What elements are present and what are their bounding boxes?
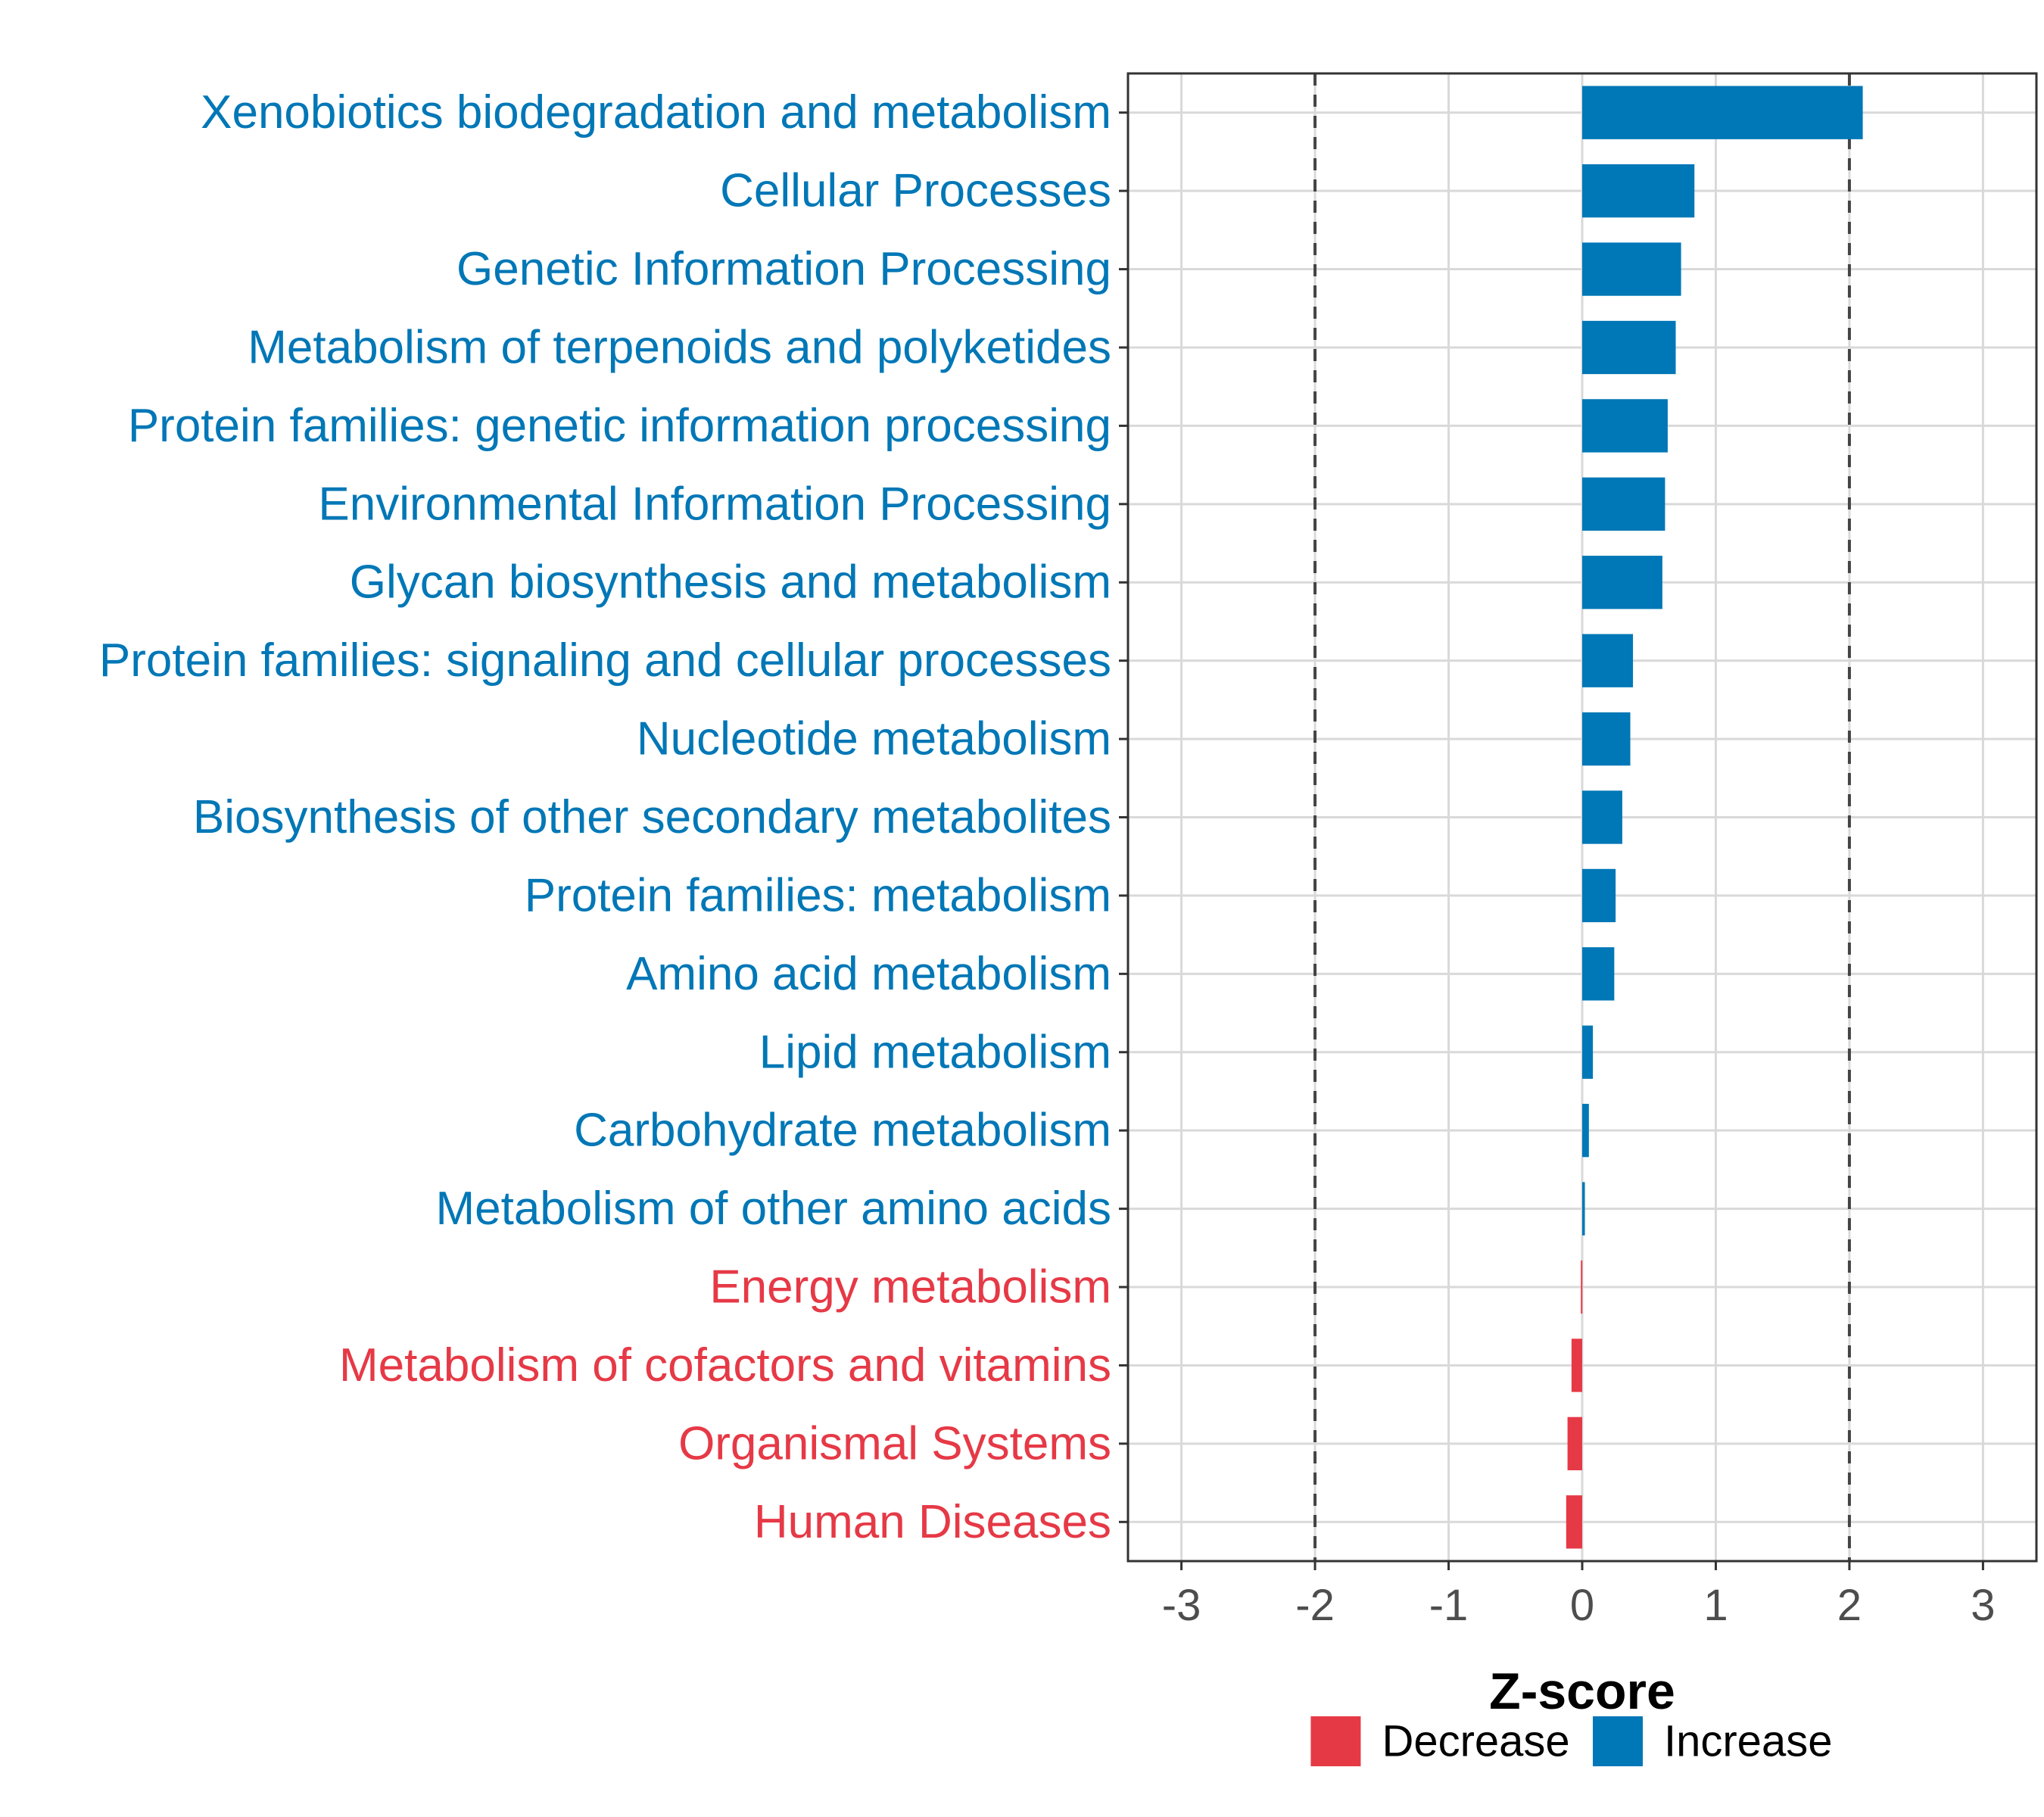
bar [1581, 1260, 1583, 1314]
category-label: Organismal Systems [678, 1417, 1111, 1469]
category-label: Protein families: genetic information pr… [128, 400, 1111, 452]
bar [1582, 634, 1634, 687]
legend-label: Decrease [1382, 1717, 1569, 1766]
bar [1582, 477, 1665, 531]
category-label: Xenobiotics biodegradation and metabolis… [201, 86, 1111, 139]
bar [1567, 1417, 1582, 1471]
legend: Decrease Increase [1310, 1716, 1832, 1766]
bar [1582, 947, 1615, 1001]
category-label: Amino acid metabolism [626, 948, 1111, 1000]
category-label: Metabolism of other amino acids [435, 1183, 1111, 1235]
x-tick-label: -3 [1162, 1581, 1201, 1630]
bar [1582, 1025, 1594, 1079]
bar [1582, 164, 1695, 218]
category-label: Metabolism of cofactors and vitamins [339, 1339, 1111, 1392]
x-tick-label: 0 [1570, 1581, 1594, 1630]
x-axis-ticks [1180, 1561, 1984, 1570]
category-label: Human Diseases [754, 1496, 1111, 1548]
reference-lines [1313, 73, 1851, 1561]
bar [1582, 242, 1681, 296]
legend-key [1593, 1716, 1643, 1766]
bar [1582, 712, 1631, 766]
x-axis-title: Z-score [1489, 1663, 1675, 1720]
bar [1582, 399, 1668, 453]
y-axis-labels: Xenobiotics biodegradation and metabolis… [99, 86, 1111, 1548]
bars [1566, 86, 1863, 1549]
bar [1571, 1339, 1582, 1392]
bar [1582, 1182, 1585, 1236]
bar [1582, 320, 1676, 375]
category-label: Glycan biosynthesis and metabolism [350, 556, 1111, 609]
category-label: Energy metabolism [709, 1261, 1111, 1314]
category-label: Metabolism of terpenoids and polyketides [248, 321, 1111, 373]
category-label: Genetic Information Processing [456, 243, 1111, 295]
x-tick-label: -2 [1295, 1581, 1335, 1630]
bar [1582, 86, 1863, 139]
x-tick-label: -1 [1429, 1581, 1469, 1630]
bar [1582, 1104, 1589, 1158]
category-label: Cellular Processes [720, 165, 1111, 217]
category-label: Carbohydrate metabolism [574, 1105, 1111, 1157]
category-label: Environmental Information Processing [318, 478, 1111, 530]
bar [1582, 868, 1616, 923]
x-tick-label: 3 [1971, 1581, 1995, 1630]
category-label: Protein families: signaling and cellular… [99, 634, 1111, 687]
category-label: Biosynthesis of other secondary metaboli… [193, 791, 1111, 843]
legend-key [1310, 1716, 1361, 1766]
bar [1582, 790, 1622, 844]
x-tick-label: 1 [1703, 1581, 1728, 1630]
x-axis-labels: -3 -2 -1 0 1 2 3 [1162, 1581, 1996, 1630]
category-label: Lipid metabolism [759, 1026, 1111, 1078]
x-tick-label: 2 [1837, 1581, 1862, 1630]
category-label: Protein families: metabolism [525, 869, 1111, 921]
legend-label: Increase [1664, 1717, 1832, 1766]
y-axis-ticks [1119, 111, 1128, 1523]
bar [1566, 1495, 1582, 1549]
category-label: Nucleotide metabolism [637, 713, 1111, 765]
bar [1582, 556, 1662, 609]
